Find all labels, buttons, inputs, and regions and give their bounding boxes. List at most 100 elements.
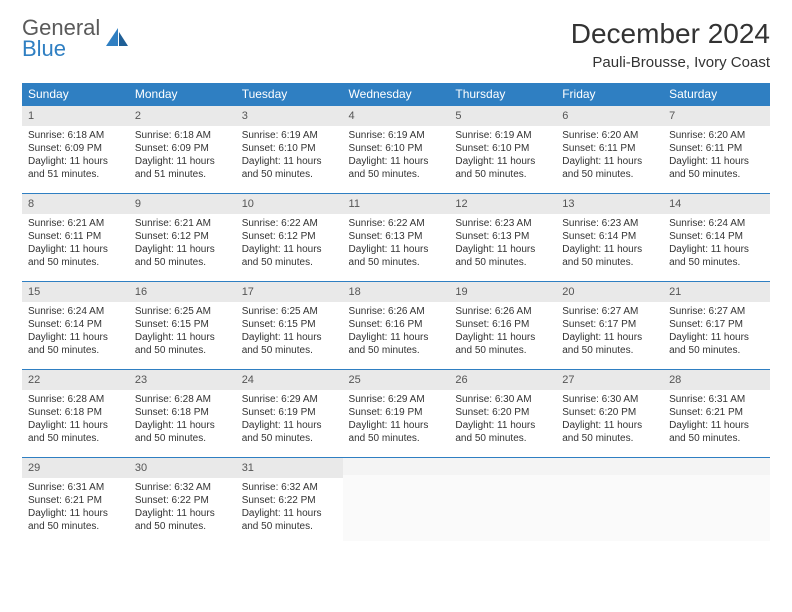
- day-cell: 10Sunrise: 6:22 AMSunset: 6:12 PMDayligh…: [236, 193, 343, 281]
- daylight-text: Daylight: 11 hours and 50 minutes.: [28, 419, 123, 445]
- sunrise-text: Sunrise: 6:23 AM: [455, 217, 550, 230]
- daylight-text: Daylight: 11 hours and 50 minutes.: [135, 419, 230, 445]
- daylight-text: Daylight: 11 hours and 50 minutes.: [562, 331, 657, 357]
- sunset-text: Sunset: 6:21 PM: [28, 494, 123, 507]
- day-cell: 27Sunrise: 6:30 AMSunset: 6:20 PMDayligh…: [556, 369, 663, 457]
- day-cell: 28Sunrise: 6:31 AMSunset: 6:21 PMDayligh…: [663, 369, 770, 457]
- day-number: 15: [22, 281, 129, 302]
- day-number: 30: [129, 457, 236, 478]
- day-number: 20: [556, 281, 663, 302]
- sunset-text: Sunset: 6:14 PM: [28, 318, 123, 331]
- sunrise-text: Sunrise: 6:25 AM: [242, 305, 337, 318]
- day-number: 5: [449, 105, 556, 126]
- daylight-text: Daylight: 11 hours and 50 minutes.: [349, 155, 444, 181]
- daylight-text: Daylight: 11 hours and 50 minutes.: [455, 243, 550, 269]
- day-body: Sunrise: 6:30 AMSunset: 6:20 PMDaylight:…: [449, 390, 556, 451]
- day-number: 9: [129, 193, 236, 214]
- day-body: Sunrise: 6:30 AMSunset: 6:20 PMDaylight:…: [556, 390, 663, 451]
- sunset-text: Sunset: 6:22 PM: [135, 494, 230, 507]
- sunrise-text: Sunrise: 6:18 AM: [28, 129, 123, 142]
- sunset-text: Sunset: 6:16 PM: [349, 318, 444, 331]
- sunrise-text: Sunrise: 6:20 AM: [669, 129, 764, 142]
- daylight-text: Daylight: 11 hours and 50 minutes.: [669, 331, 764, 357]
- day-cell: [556, 457, 663, 545]
- day-body: Sunrise: 6:22 AMSunset: 6:13 PMDaylight:…: [343, 214, 450, 275]
- week-row: 1Sunrise: 6:18 AMSunset: 6:09 PMDaylight…: [22, 105, 770, 193]
- empty-daynum: [663, 457, 770, 475]
- sunset-text: Sunset: 6:09 PM: [28, 142, 123, 155]
- daylight-text: Daylight: 11 hours and 50 minutes.: [669, 419, 764, 445]
- day-body: Sunrise: 6:19 AMSunset: 6:10 PMDaylight:…: [449, 126, 556, 187]
- sunset-text: Sunset: 6:14 PM: [669, 230, 764, 243]
- daylight-text: Daylight: 11 hours and 50 minutes.: [135, 331, 230, 357]
- empty-daybody: [343, 475, 450, 541]
- sunset-text: Sunset: 6:20 PM: [455, 406, 550, 419]
- sunset-text: Sunset: 6:12 PM: [135, 230, 230, 243]
- day-body: Sunrise: 6:29 AMSunset: 6:19 PMDaylight:…: [343, 390, 450, 451]
- empty-daynum: [343, 457, 450, 475]
- day-number: 23: [129, 369, 236, 390]
- day-number: 6: [556, 105, 663, 126]
- day-number: 4: [343, 105, 450, 126]
- sunrise-text: Sunrise: 6:32 AM: [135, 481, 230, 494]
- day-body: Sunrise: 6:18 AMSunset: 6:09 PMDaylight:…: [129, 126, 236, 187]
- header: General Blue December 2024 Pauli-Brousse…: [22, 18, 770, 71]
- sunset-text: Sunset: 6:18 PM: [28, 406, 123, 419]
- sunrise-text: Sunrise: 6:31 AM: [669, 393, 764, 406]
- day-cell: 24Sunrise: 6:29 AMSunset: 6:19 PMDayligh…: [236, 369, 343, 457]
- daylight-text: Daylight: 11 hours and 50 minutes.: [28, 243, 123, 269]
- day-cell: 3Sunrise: 6:19 AMSunset: 6:10 PMDaylight…: [236, 105, 343, 193]
- day-body: Sunrise: 6:19 AMSunset: 6:10 PMDaylight:…: [236, 126, 343, 187]
- day-body: Sunrise: 6:26 AMSunset: 6:16 PMDaylight:…: [449, 302, 556, 363]
- day-body: Sunrise: 6:29 AMSunset: 6:19 PMDaylight:…: [236, 390, 343, 451]
- day-cell: 30Sunrise: 6:32 AMSunset: 6:22 PMDayligh…: [129, 457, 236, 545]
- day-cell: [449, 457, 556, 545]
- sunrise-text: Sunrise: 6:20 AM: [562, 129, 657, 142]
- week-row: 29Sunrise: 6:31 AMSunset: 6:21 PMDayligh…: [22, 457, 770, 545]
- calendar-body: 1Sunrise: 6:18 AMSunset: 6:09 PMDaylight…: [22, 105, 770, 545]
- location: Pauli-Brousse, Ivory Coast: [571, 54, 770, 71]
- day-number: 3: [236, 105, 343, 126]
- daylight-text: Daylight: 11 hours and 50 minutes.: [242, 419, 337, 445]
- week-row: 15Sunrise: 6:24 AMSunset: 6:14 PMDayligh…: [22, 281, 770, 369]
- sunrise-text: Sunrise: 6:21 AM: [28, 217, 123, 230]
- day-cell: [343, 457, 450, 545]
- day-number: 21: [663, 281, 770, 302]
- empty-daybody: [556, 475, 663, 541]
- sunset-text: Sunset: 6:13 PM: [349, 230, 444, 243]
- sunset-text: Sunset: 6:10 PM: [242, 142, 337, 155]
- sunrise-text: Sunrise: 6:29 AM: [242, 393, 337, 406]
- daylight-text: Daylight: 11 hours and 50 minutes.: [349, 243, 444, 269]
- weekday-header: Thursday: [449, 83, 556, 105]
- day-cell: 7Sunrise: 6:20 AMSunset: 6:11 PMDaylight…: [663, 105, 770, 193]
- sunrise-text: Sunrise: 6:19 AM: [455, 129, 550, 142]
- daylight-text: Daylight: 11 hours and 51 minutes.: [28, 155, 123, 181]
- daylight-text: Daylight: 11 hours and 50 minutes.: [349, 331, 444, 357]
- sunset-text: Sunset: 6:13 PM: [455, 230, 550, 243]
- sail-icon: [104, 26, 130, 52]
- day-body: Sunrise: 6:23 AMSunset: 6:13 PMDaylight:…: [449, 214, 556, 275]
- day-body: Sunrise: 6:24 AMSunset: 6:14 PMDaylight:…: [663, 214, 770, 275]
- sunset-text: Sunset: 6:09 PM: [135, 142, 230, 155]
- daylight-text: Daylight: 11 hours and 50 minutes.: [242, 155, 337, 181]
- logo-text: General Blue: [22, 18, 100, 60]
- daylight-text: Daylight: 11 hours and 50 minutes.: [562, 155, 657, 181]
- day-number: 12: [449, 193, 556, 214]
- daylight-text: Daylight: 11 hours and 50 minutes.: [455, 419, 550, 445]
- day-body: Sunrise: 6:18 AMSunset: 6:09 PMDaylight:…: [22, 126, 129, 187]
- month-title: December 2024: [571, 18, 770, 50]
- sunrise-text: Sunrise: 6:28 AM: [135, 393, 230, 406]
- sunset-text: Sunset: 6:14 PM: [562, 230, 657, 243]
- empty-daybody: [449, 475, 556, 541]
- daylight-text: Daylight: 11 hours and 50 minutes.: [562, 419, 657, 445]
- sunset-text: Sunset: 6:19 PM: [349, 406, 444, 419]
- day-body: Sunrise: 6:24 AMSunset: 6:14 PMDaylight:…: [22, 302, 129, 363]
- day-number: 13: [556, 193, 663, 214]
- sunrise-text: Sunrise: 6:18 AM: [135, 129, 230, 142]
- daylight-text: Daylight: 11 hours and 50 minutes.: [242, 243, 337, 269]
- daylight-text: Daylight: 11 hours and 50 minutes.: [242, 507, 337, 533]
- day-cell: 6Sunrise: 6:20 AMSunset: 6:11 PMDaylight…: [556, 105, 663, 193]
- day-body: Sunrise: 6:27 AMSunset: 6:17 PMDaylight:…: [663, 302, 770, 363]
- day-cell: 1Sunrise: 6:18 AMSunset: 6:09 PMDaylight…: [22, 105, 129, 193]
- day-cell: 12Sunrise: 6:23 AMSunset: 6:13 PMDayligh…: [449, 193, 556, 281]
